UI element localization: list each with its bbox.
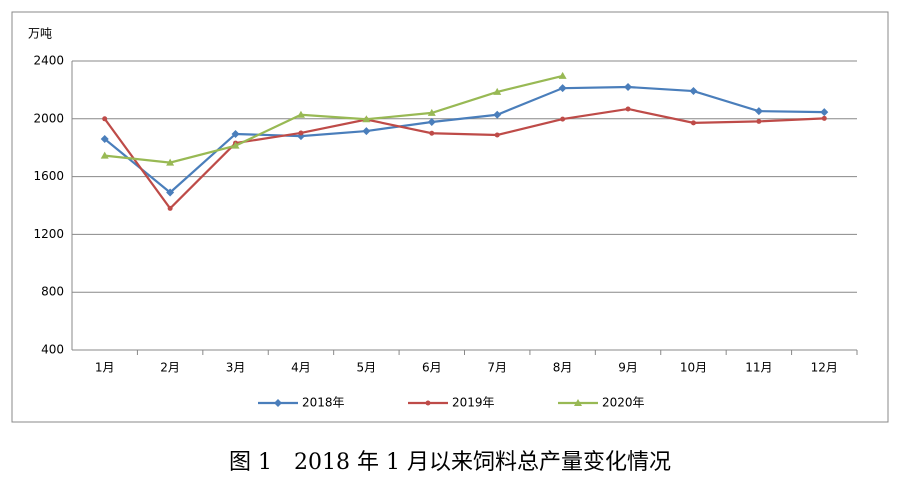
legend-label: 2020年	[602, 396, 645, 410]
caption: 图 1 2018 年 1 月以来饲料总产量变化情况	[229, 450, 671, 475]
x-tick-label: 11月	[745, 361, 772, 375]
x-tick-label: 5月	[357, 361, 377, 375]
marker	[427, 108, 436, 116]
marker	[274, 399, 282, 407]
x-tick-label: 10月	[680, 361, 707, 375]
marker	[100, 135, 109, 144]
series-line	[103, 107, 825, 211]
marker	[494, 132, 500, 138]
x-tick-label: 4月	[291, 361, 311, 375]
marker	[820, 108, 829, 117]
y-tick-label: 1200	[33, 227, 64, 241]
y-tick-label: 800	[41, 285, 64, 299]
marker	[493, 87, 502, 95]
series-line	[104, 74, 563, 164]
x-tick-label: 7月	[487, 361, 507, 375]
legend-label: 2019年	[452, 396, 495, 410]
marker	[231, 141, 240, 149]
marker	[754, 107, 763, 116]
marker	[574, 399, 582, 406]
marker	[821, 115, 827, 121]
marker	[296, 110, 305, 118]
marker	[756, 118, 762, 124]
marker	[625, 106, 631, 112]
marker	[429, 130, 435, 136]
y-tick-label: 400	[41, 343, 64, 357]
marker	[689, 87, 698, 96]
marker	[362, 127, 371, 136]
marker	[362, 115, 371, 123]
marker	[166, 188, 175, 197]
marker	[558, 84, 567, 93]
marker	[690, 120, 696, 126]
y-tick-label: 2400	[33, 54, 64, 68]
x-tick-label: 2月	[160, 361, 180, 375]
x-tick-label: 9月	[618, 361, 638, 375]
marker	[425, 400, 431, 406]
y-tick-label: 2000	[33, 111, 64, 125]
x-tick-label: 3月	[226, 361, 246, 375]
marker	[624, 83, 633, 92]
marker	[102, 116, 108, 122]
y-tick-label: 1600	[33, 169, 64, 183]
x-tick-label: 12月	[811, 361, 838, 375]
chart-frame	[11, 11, 889, 423]
marker	[493, 110, 502, 119]
marker	[560, 116, 566, 122]
x-tick-label: 8月	[553, 361, 573, 375]
marker	[167, 205, 173, 211]
marker	[427, 117, 436, 126]
legend-label: 2018年	[302, 396, 345, 410]
marker	[166, 158, 175, 166]
marker	[100, 151, 109, 159]
marker	[298, 130, 304, 136]
x-tick-label: 6月	[422, 361, 442, 375]
marker	[558, 71, 567, 79]
x-tick-label: 1月	[95, 361, 115, 375]
series-line	[104, 85, 825, 194]
y-axis-label: 万吨	[28, 27, 52, 41]
marker	[231, 129, 240, 138]
